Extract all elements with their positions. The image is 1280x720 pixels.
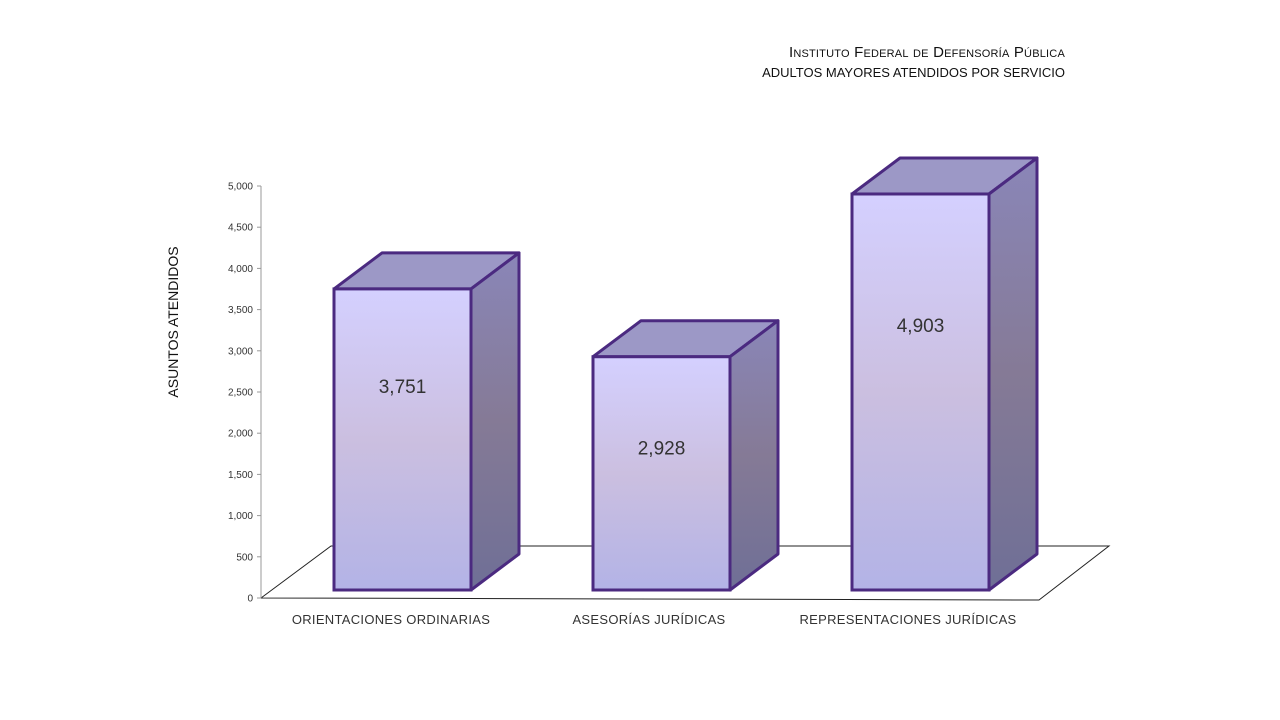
y-tick-label: 0: [247, 594, 253, 605]
y-tick-label: 2,500: [228, 388, 253, 399]
y-tick-label: 4,500: [228, 223, 253, 234]
bar-front-face: [850, 192, 991, 592]
bar-side-face: [987, 156, 1039, 592]
category-label: ORIENTACIONES ORDINARIAS: [292, 612, 490, 627]
y-tick-label: 500: [236, 552, 253, 563]
data-label: 4,903: [897, 316, 945, 337]
chart-title-block: Instituto Federal de Defensoría Pública …: [762, 44, 1065, 80]
y-axis-title: ASUNTOS ATENDIDOS: [165, 246, 181, 397]
y-tick-label: 3,000: [228, 346, 253, 357]
data-label: 2,928: [638, 439, 686, 460]
bar-side-face: [469, 251, 521, 592]
y-tick-label: 3,500: [228, 305, 253, 316]
y-tick-label: 1,500: [228, 470, 253, 481]
y-tick-label: 2,000: [228, 429, 253, 440]
chart-subtitle: ADULTOS MAYORES ATENDIDOS POR SERVICIO: [762, 65, 1065, 80]
bar-front-face: [332, 287, 473, 592]
category-label: ASESORÍAS JURÍDICAS: [572, 612, 725, 627]
y-tick-label: 1,000: [228, 511, 253, 522]
bar-side-face: [728, 319, 780, 592]
chart-title: Instituto Federal de Defensoría Pública: [788, 44, 1065, 61]
data-label: 3,751: [379, 377, 427, 398]
bar: [850, 156, 1039, 592]
bar: [591, 319, 780, 592]
y-tick-label: 4,000: [228, 264, 253, 275]
bar-front-face: [591, 355, 732, 592]
y-tick-label: 5,000: [228, 182, 253, 193]
category-label: REPRESENTACIONES JURÍDICAS: [799, 612, 1016, 627]
bar: [332, 251, 521, 592]
